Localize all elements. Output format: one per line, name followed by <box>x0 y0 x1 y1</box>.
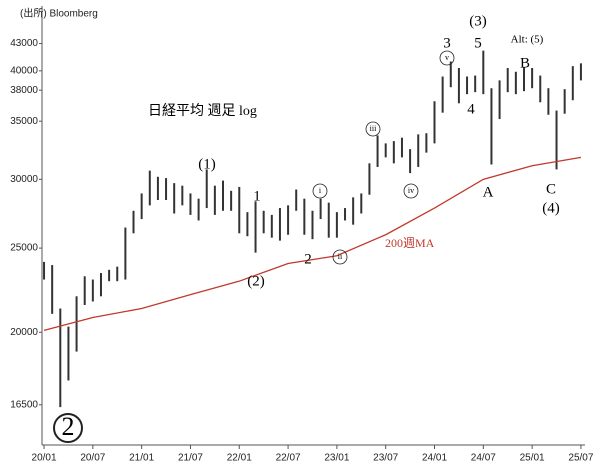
annotation: ii <box>338 252 343 261</box>
x-tick-label: 21/01 <box>129 453 154 464</box>
annotation: A <box>483 184 494 200</box>
x-tick-label: 20/07 <box>80 453 105 464</box>
annotation: iii <box>370 124 377 133</box>
annotation: B <box>520 55 530 71</box>
y-tick-label: 38000 <box>10 85 38 96</box>
y-tick-label: 43000 <box>10 38 38 49</box>
ma-line <box>43 156 582 331</box>
annotation: 2 <box>304 251 312 267</box>
y-tick-label: 30000 <box>10 174 38 185</box>
annotation-circle <box>403 183 419 199</box>
annotation: 5 <box>474 35 482 51</box>
annotation-circle <box>439 50 455 66</box>
x-tick-label: 23/07 <box>373 453 398 464</box>
annotation: 3 <box>443 35 451 51</box>
x-tick-label: 25/01 <box>520 453 545 464</box>
y-tick-label: 35000 <box>10 116 38 127</box>
chart-title: 日経平均 週足 log <box>148 103 257 119</box>
x-tick-label: 20/01 <box>32 453 57 464</box>
y-tick-label: 40000 <box>10 65 38 76</box>
x-tick-label: 21/07 <box>178 453 203 464</box>
annotation-circle <box>365 121 381 137</box>
y-tick-label: 20000 <box>10 327 38 338</box>
annotation: Alt: (5) <box>511 34 544 46</box>
annotation: C <box>546 181 556 197</box>
source: (出所) Bloomberg <box>20 7 98 20</box>
y-tick-label: 16500 <box>10 399 38 410</box>
annotation: i <box>319 186 322 195</box>
annotation-circle <box>53 413 83 443</box>
annotation: (4) <box>542 200 560 216</box>
annotation: (2) <box>247 273 265 289</box>
x-tick-label: 25/07 <box>568 453 593 464</box>
x-tick-label: 23/01 <box>324 453 349 464</box>
ma-label: 200週MA <box>385 236 435 250</box>
y-tick-label: 25000 <box>10 243 38 254</box>
annotation: iv <box>408 186 414 195</box>
annotation-circle <box>332 249 348 265</box>
annotation-circle <box>312 183 328 199</box>
x-tick-label: 22/07 <box>276 453 301 464</box>
annotation: v <box>445 53 449 62</box>
annotation: (3) <box>469 13 487 29</box>
x-tick-label: 22/01 <box>227 453 252 464</box>
annotation: (1) <box>198 156 216 172</box>
annotation: 4 <box>467 101 475 117</box>
annotation: 2 <box>62 412 75 441</box>
x-tick-label: 24/07 <box>471 453 496 464</box>
x-tick-label: 24/01 <box>422 453 447 464</box>
annotation: 1 <box>253 188 261 204</box>
